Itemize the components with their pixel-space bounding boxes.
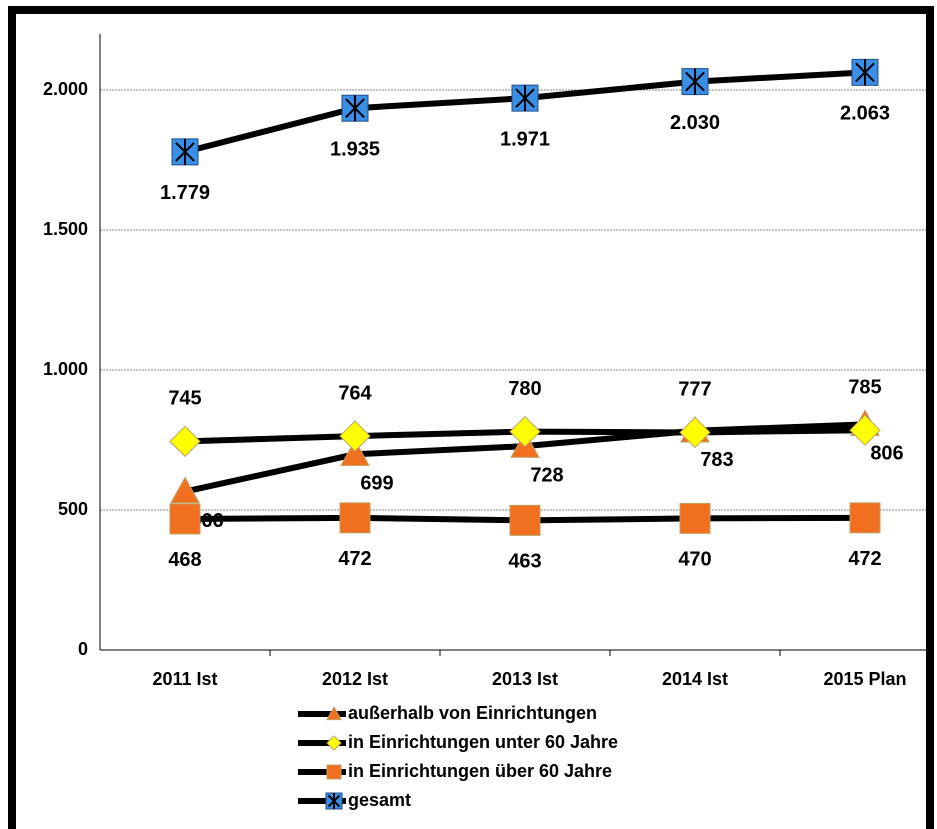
marker — [326, 705, 342, 721]
marker-star — [515, 85, 535, 112]
marker — [169, 503, 201, 535]
marker — [341, 94, 369, 122]
marker — [170, 476, 200, 504]
data-label: 472 — [338, 548, 371, 570]
data-label: 1.779 — [160, 182, 210, 204]
marker — [511, 84, 539, 112]
data-label: 745 — [168, 388, 201, 410]
marker — [851, 58, 879, 86]
data-label: 468 — [168, 549, 201, 571]
x-tick-label: 2012 Ist — [322, 669, 388, 689]
y-tick-label: 1.000 — [43, 359, 88, 379]
x-tick-label: 2015 Plan — [823, 669, 906, 689]
data-label: 783 — [700, 449, 733, 471]
marker-star — [175, 138, 195, 165]
y-tick-label: 0 — [78, 639, 88, 659]
x-tick-label: 2013 Ist — [492, 669, 558, 689]
marker-star — [685, 68, 705, 95]
data-label: 699 — [360, 473, 393, 495]
data-label: 777 — [678, 379, 711, 401]
legend-label: gesamt — [348, 790, 411, 810]
frame — [8, 6, 934, 829]
y-tick-label: 2.000 — [43, 79, 88, 99]
marker — [325, 792, 343, 810]
data-label: 764 — [338, 382, 372, 404]
data-label: 785 — [848, 376, 881, 398]
marker — [339, 420, 371, 452]
x-tick-label: 2011 Ist — [152, 669, 217, 689]
marker-star — [855, 59, 875, 86]
marker — [849, 502, 881, 534]
y-tick-label: 1.500 — [43, 219, 88, 239]
marker — [326, 735, 342, 751]
data-label: 2.030 — [670, 112, 720, 134]
data-label: 806 — [870, 443, 903, 465]
marker — [681, 68, 709, 96]
data-label: 470 — [678, 549, 711, 571]
marker — [679, 502, 711, 534]
marker — [326, 764, 342, 780]
marker — [340, 439, 370, 466]
data-label: 472 — [848, 548, 881, 570]
marker — [679, 416, 711, 449]
data-label: 1.971 — [500, 128, 550, 150]
marker-star — [327, 793, 341, 809]
marker-star — [345, 95, 365, 122]
data-label: 2.063 — [840, 103, 890, 125]
data-label: 463 — [508, 551, 541, 573]
legend-label: außerhalb von Einrichtungen — [348, 703, 597, 723]
marker — [169, 425, 201, 458]
marker — [171, 138, 199, 166]
marker — [509, 504, 541, 536]
data-label: 1.935 — [330, 138, 380, 160]
marker — [339, 502, 371, 534]
x-tick-label: 2014 Ist — [662, 669, 728, 689]
legend-label: in Einrichtungen unter 60 Jahre — [348, 732, 618, 752]
y-tick-label: 500 — [58, 499, 88, 519]
marker — [509, 415, 541, 448]
data-label: 728 — [530, 464, 563, 486]
legend-label: in Einrichtungen über 60 Jahre — [348, 761, 612, 781]
data-label: 780 — [508, 378, 541, 400]
marker — [849, 414, 881, 446]
